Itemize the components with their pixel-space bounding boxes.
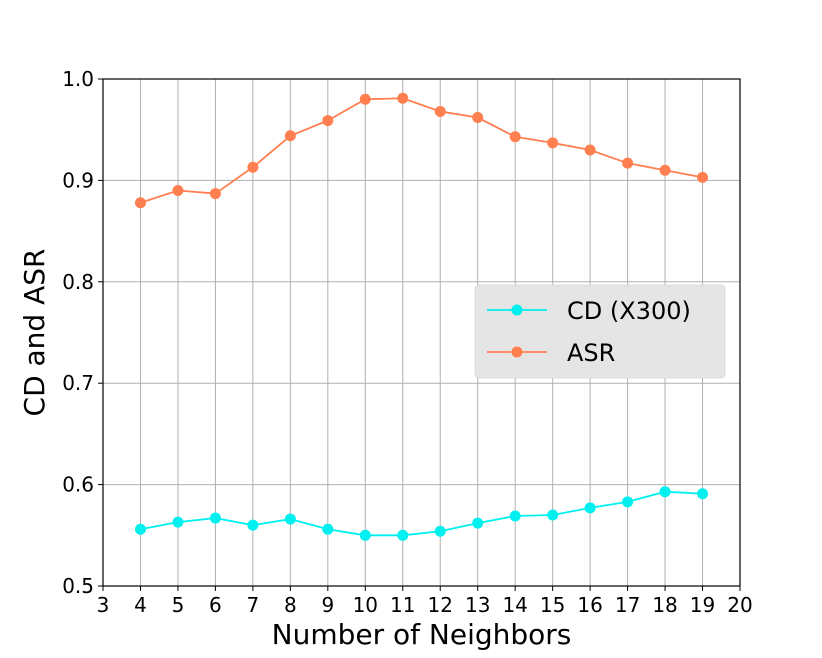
data-point — [584, 144, 596, 156]
data-point — [359, 93, 371, 105]
data-point — [247, 161, 259, 173]
legend-marker — [511, 346, 523, 358]
x-tick-label: 19 — [690, 593, 715, 617]
y-tick-label: 0.8 — [62, 270, 94, 294]
x-tick-label: 14 — [502, 593, 527, 617]
data-point — [509, 131, 521, 143]
x-tick-label: 16 — [577, 593, 602, 617]
data-point — [134, 197, 146, 209]
x-tick-label: 13 — [465, 593, 490, 617]
series-line — [140, 97, 703, 204]
legend: CD (X300) ASR — [474, 284, 726, 379]
legend-label: ASR — [567, 339, 615, 367]
x-tick-label: 11 — [390, 593, 415, 617]
data-point — [209, 512, 221, 524]
data-point — [172, 516, 184, 528]
series-layer — [134, 92, 709, 541]
x-tick-label: 10 — [353, 593, 378, 617]
data-point — [247, 519, 259, 531]
data-point — [397, 529, 409, 541]
data-point — [659, 164, 671, 176]
x-tick-label: 17 — [615, 593, 640, 617]
data-point — [322, 523, 334, 535]
series-asr — [134, 92, 709, 209]
x-axis-label: Number of Neighbors — [272, 618, 572, 651]
y-axis-label: CD and ASR — [18, 249, 51, 417]
data-point — [697, 488, 709, 500]
data-point — [284, 513, 296, 525]
data-point — [547, 509, 559, 521]
axis-ticks: 3 4 5 6 7 8 9 10 11 12 13 14 15 16 17 18 19 20 0.5 0.6 0.7 0.… — [62, 67, 753, 617]
y-tick-label: 0.7 — [62, 371, 94, 395]
x-tick-label: 12 — [428, 593, 453, 617]
data-point — [622, 157, 634, 169]
data-point — [584, 502, 596, 514]
data-point — [172, 185, 184, 197]
x-tick-label: 4 — [134, 593, 147, 617]
data-point — [359, 529, 371, 541]
legend-label: CD (X300) — [567, 297, 691, 325]
y-tick-label: 0.6 — [62, 473, 94, 497]
data-point — [659, 486, 671, 498]
y-tick-label: 0.9 — [62, 168, 94, 192]
data-point — [322, 115, 334, 127]
x-tick-label: 15 — [540, 593, 565, 617]
y-tick-label: 0.5 — [62, 574, 94, 598]
x-tick-label: 5 — [172, 593, 185, 617]
y-tick-label: 1.0 — [62, 67, 94, 91]
data-point — [472, 112, 484, 124]
data-point — [697, 171, 709, 183]
data-point — [622, 496, 634, 508]
data-point — [509, 510, 521, 522]
x-tick-label: 18 — [652, 593, 677, 617]
legend-marker — [511, 304, 523, 316]
data-point — [472, 517, 484, 529]
x-tick-label: 3 — [97, 593, 110, 617]
data-point — [397, 92, 409, 104]
x-tick-label: 7 — [247, 593, 260, 617]
x-tick-label: 8 — [284, 593, 297, 617]
data-point — [134, 523, 146, 535]
series-cd — [134, 486, 709, 541]
x-tick-label: 9 — [321, 593, 334, 617]
legend-box — [474, 284, 726, 379]
x-tick-label: 20 — [727, 593, 752, 617]
series-line — [140, 490, 703, 537]
data-point — [209, 188, 221, 200]
data-point — [434, 105, 446, 117]
plot-area-frame — [102, 78, 741, 587]
data-point — [284, 130, 296, 142]
x-tick-label: 6 — [209, 593, 222, 617]
data-point — [434, 525, 446, 537]
data-point — [547, 137, 559, 149]
